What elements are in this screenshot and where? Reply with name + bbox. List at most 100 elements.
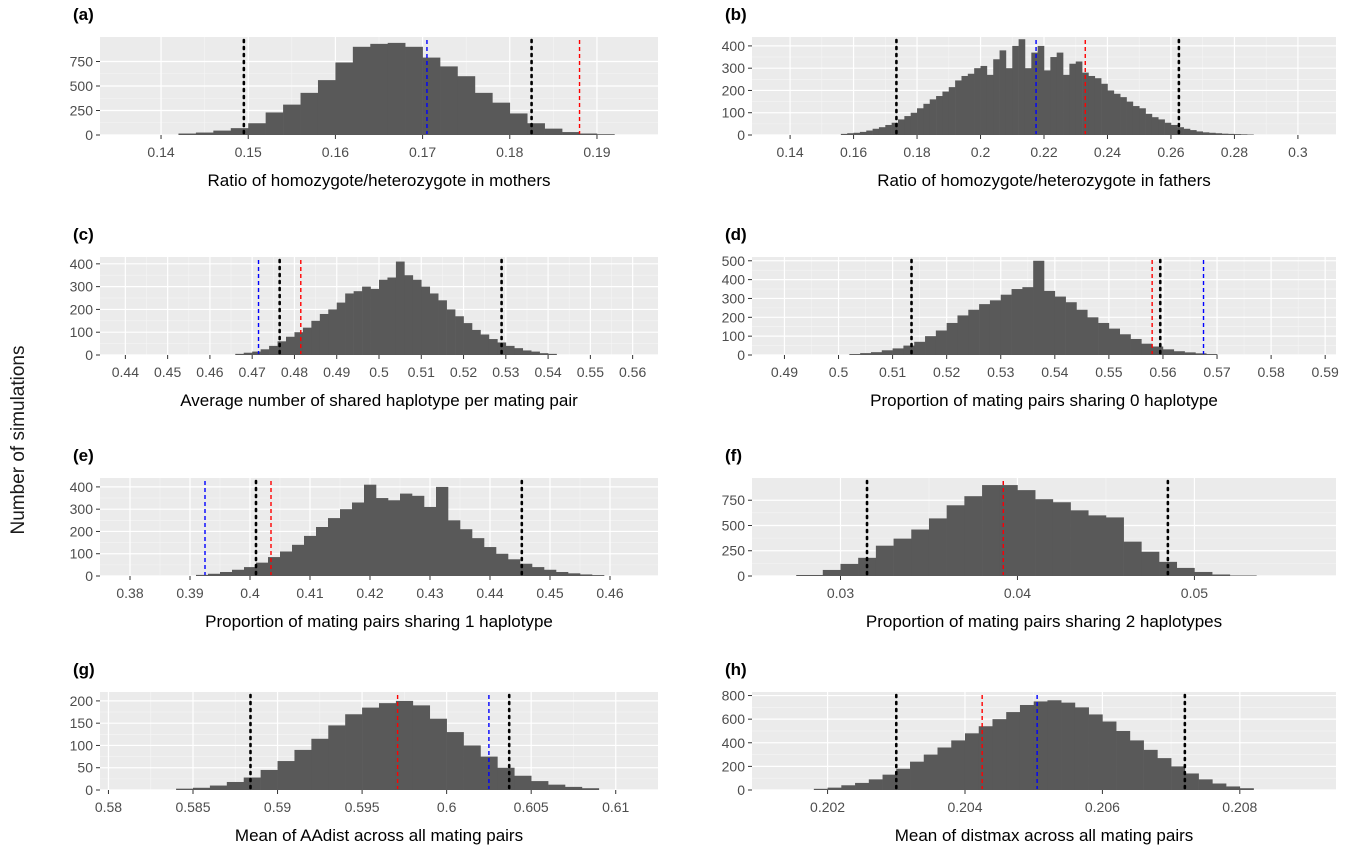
y-tick-label: 250: [70, 103, 94, 119]
histogram-bar: [509, 113, 528, 135]
histogram-bar: [492, 102, 511, 135]
x-tick-label: 0.44: [112, 364, 139, 380]
histogram-bar: [497, 767, 515, 790]
histogram-bar: [1198, 779, 1213, 790]
histogram-bar: [230, 128, 249, 135]
histogram-bar: [292, 544, 305, 576]
x-tick-label: 0.5: [829, 364, 849, 380]
panel-tag: (b): [725, 5, 747, 24]
histogram-bar: [910, 112, 918, 135]
histogram-bar: [866, 130, 873, 135]
histogram-bar: [379, 279, 388, 355]
histogram-bar: [496, 553, 509, 576]
histogram-bar: [914, 341, 926, 355]
histogram-bar: [891, 122, 899, 135]
histogram-bar: [1024, 68, 1032, 135]
histogram-bar: [910, 761, 925, 790]
histogram-bar: [935, 330, 947, 355]
histogram-bar: [1228, 133, 1235, 135]
histogram-bar: [395, 261, 405, 355]
histogram-bar: [1087, 317, 1099, 355]
histogram-bar: [286, 336, 295, 355]
histogram-bar: [472, 538, 485, 576]
histogram-bar: [592, 575, 605, 576]
histogram-bar: [302, 327, 312, 355]
histogram-bar: [1130, 338, 1142, 355]
histogram-bar: [539, 353, 549, 355]
histogram-bar: [480, 334, 490, 355]
histogram-bar: [395, 700, 414, 790]
histogram-bar: [840, 563, 859, 576]
histogram-bar: [208, 573, 221, 576]
histogram-bar: [1052, 502, 1071, 576]
x-tick-label: 0.15: [235, 144, 262, 160]
histogram-bar: [1141, 551, 1160, 576]
y-tick-label: 750: [722, 492, 746, 508]
panel-tag: (c): [73, 225, 94, 244]
histogram-bar: [532, 567, 545, 576]
y-tick-label: 0: [85, 127, 93, 143]
x-tick-label: 0.42: [356, 585, 383, 601]
histogram-bar: [1074, 707, 1089, 790]
x-tick-label: 0.48: [281, 364, 308, 380]
y-tick-label: 200: [722, 758, 746, 774]
histogram-bar: [1033, 701, 1048, 790]
histogram-bar: [1196, 131, 1203, 135]
histogram-bar: [209, 785, 228, 790]
x-axis-label: Average number of shared haplotype per m…: [180, 391, 578, 410]
y-tick-label: 400: [722, 735, 746, 751]
histogram-bar: [248, 123, 266, 135]
histogram-bar: [875, 545, 894, 576]
histogram-bar: [580, 574, 593, 576]
x-tick-label: 0.59: [1312, 364, 1339, 380]
histogram-bar: [1056, 52, 1064, 135]
y-tick-label: 0: [737, 782, 745, 798]
histogram-bar: [260, 769, 278, 790]
histogram-bar: [1139, 108, 1146, 135]
x-tick-label: 0.14: [776, 144, 803, 160]
histogram-bar: [1050, 57, 1057, 135]
histogram-bar: [936, 96, 943, 135]
histogram-bar: [1195, 353, 1207, 355]
histogram-bar: [505, 345, 515, 355]
y-tick-label: 100: [70, 737, 94, 753]
histogram-bar: [942, 91, 950, 135]
x-tick-label: 0.24: [1094, 144, 1121, 160]
histogram-bar: [1129, 740, 1144, 790]
histogram-bar: [260, 349, 270, 355]
panel-h: 0 200 400 600 800 0.202 0.204 0.206 0.208 (h) Mean…: [722, 660, 1336, 845]
histogram-bar: [1215, 133, 1223, 135]
histogram-bar: [964, 733, 980, 790]
histogram-bar: [1151, 117, 1159, 135]
x-tick-label: 0.18: [496, 144, 523, 160]
x-axis-label: Ratio of homozygote/heterozygote in moth…: [207, 171, 550, 190]
x-axis-label: Proportion of mating pairs sharing 1 hap…: [205, 612, 553, 631]
histogram-bar: [1171, 766, 1186, 790]
histogram-bar: [352, 502, 365, 576]
histogram-bar: [277, 761, 295, 790]
histogram-bar: [1107, 90, 1115, 135]
y-tick-label: 500: [722, 253, 746, 269]
x-axis-label: Ratio of homozygote/heterozygote in fath…: [877, 171, 1211, 190]
x-tick-label: 0.38: [116, 585, 143, 601]
histogram-bar: [277, 341, 287, 355]
y-tick-label: 150: [70, 715, 94, 731]
y-tick-label: 250: [722, 543, 746, 559]
histogram-bar: [1116, 730, 1131, 790]
histogram-bar: [1212, 783, 1227, 790]
histogram-bar: [946, 505, 965, 576]
histogram-bar: [967, 73, 975, 135]
panel-f: 0 250 500 750 0.03 0.04 0.05 (f) Proportion of m…: [722, 446, 1336, 631]
histogram-bar: [1069, 63, 1077, 135]
y-tick-label: 0: [737, 347, 745, 363]
x-tick-label: 0.03: [827, 585, 854, 601]
histogram-bar: [872, 128, 880, 135]
y-tick-label: 400: [722, 272, 746, 288]
histogram-bar: [1098, 322, 1110, 355]
histogram-bar: [1184, 773, 1199, 790]
histogram-bar: [1226, 786, 1241, 790]
histogram-bar: [955, 80, 962, 135]
x-tick-label: 0.2: [971, 144, 991, 160]
x-tick-label: 0.55: [577, 364, 604, 380]
histogram-bar: [311, 738, 329, 790]
